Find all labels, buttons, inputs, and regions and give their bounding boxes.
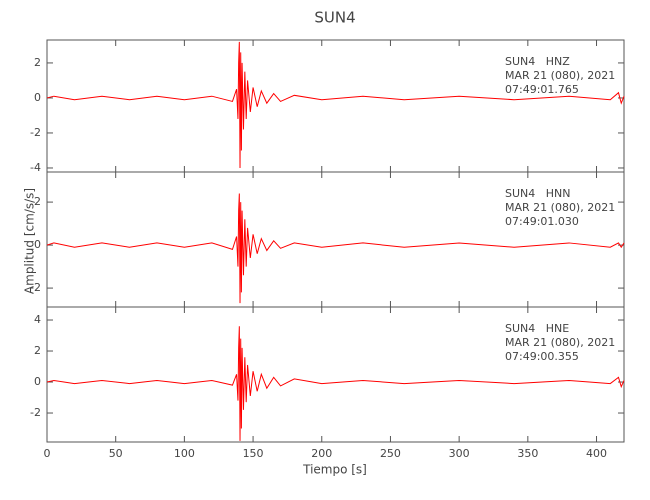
y-tick-label: -2 [30,406,41,419]
annotation: 07:49:01.765 [505,83,579,96]
panel-frame [46,306,625,443]
y-tick-label: 4 [34,313,41,326]
x-tick-label: 50 [109,447,123,460]
annotation: SUN4 HNN [505,187,570,200]
x-tick-label: 300 [449,447,470,460]
y-tick-label: -4 [30,161,41,174]
x-tick-label: 200 [311,447,332,460]
annotation: MAR 21 (080), 2021 [505,69,615,82]
y-tick-label: 2 [34,344,41,357]
y-tick-label: 2 [34,56,41,69]
waveform [46,326,625,441]
y-tick-label: -2 [30,281,41,294]
annotation: 07:49:01.030 [505,215,579,228]
y-tick-label: 0 [34,91,41,104]
x-tick-label: 0 [44,447,51,460]
x-axis-label: Tiempo [s] [302,463,367,477]
y-tick-label: 2 [34,195,41,208]
x-tick-label: 150 [243,447,264,460]
annotation: MAR 21 (080), 2021 [505,336,615,349]
y-axis-label: Amplitud [cm/s/s] [23,188,37,294]
x-tick-label: 400 [586,447,607,460]
annotation: SUN4 HNE [505,322,569,335]
x-tick-label: 100 [174,447,195,460]
chart-title: SUN4 [314,9,355,27]
y-tick-label: 0 [34,238,41,251]
waveform [46,41,625,168]
x-tick-label: 250 [380,447,401,460]
y-tick-label: -2 [30,126,41,139]
x-tick-label: 350 [517,447,538,460]
annotation: 07:49:00.355 [505,350,579,363]
waveform [46,193,625,304]
annotation: SUN4 HNZ [505,55,570,68]
y-tick-label: 0 [34,375,41,388]
annotation: MAR 21 (080), 2021 [505,201,615,214]
